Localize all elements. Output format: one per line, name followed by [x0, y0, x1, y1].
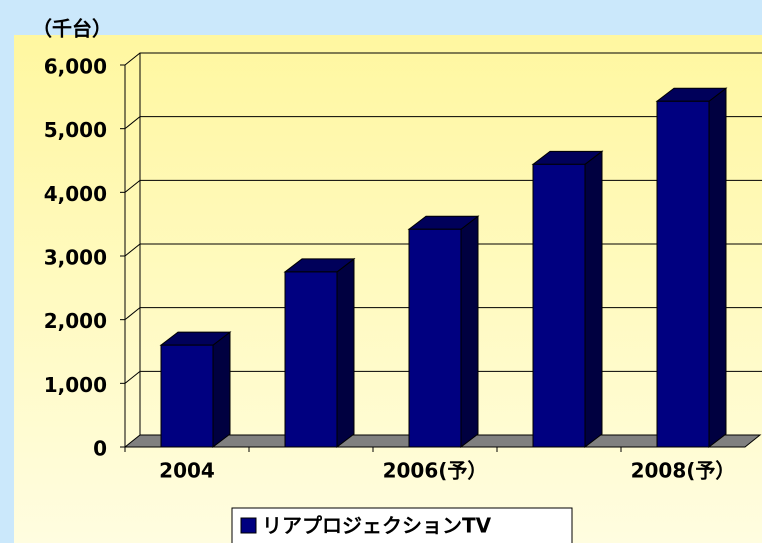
bar-side: [708, 87, 727, 449]
legend-label: リアプロジェクションTV: [262, 514, 492, 538]
y-tick-label: 6,000: [44, 55, 107, 79]
y-tick-label: 5,000: [44, 118, 107, 142]
y-tick-label: 3,000: [44, 246, 107, 270]
x-tick-label: 2006(予）: [383, 459, 488, 483]
y-axis-label: （千台）: [32, 17, 112, 41]
bar-side: [336, 257, 355, 449]
bar-side: [584, 150, 603, 449]
bar: [408, 228, 462, 448]
legend: [231, 507, 573, 543]
y-tick-label: 4,000: [44, 182, 107, 206]
y-tick-label: 2,000: [44, 309, 107, 333]
bar-side: [460, 215, 479, 449]
bar-side: [212, 331, 231, 449]
y-tick-label: 1,000: [44, 373, 107, 397]
x-tick-label: 2008(予）: [631, 459, 736, 483]
bar: [160, 344, 214, 448]
legend-box: [231, 507, 573, 543]
grid-line: [124, 52, 762, 66]
plot-background: [14, 35, 762, 543]
bar: [284, 271, 338, 448]
y-tick-label: 0: [93, 437, 107, 461]
bar: [656, 100, 710, 448]
x-tick-label: 2004: [159, 459, 215, 483]
legend-swatch: [240, 517, 257, 534]
grid-line: [124, 116, 762, 130]
bar: [532, 163, 586, 448]
